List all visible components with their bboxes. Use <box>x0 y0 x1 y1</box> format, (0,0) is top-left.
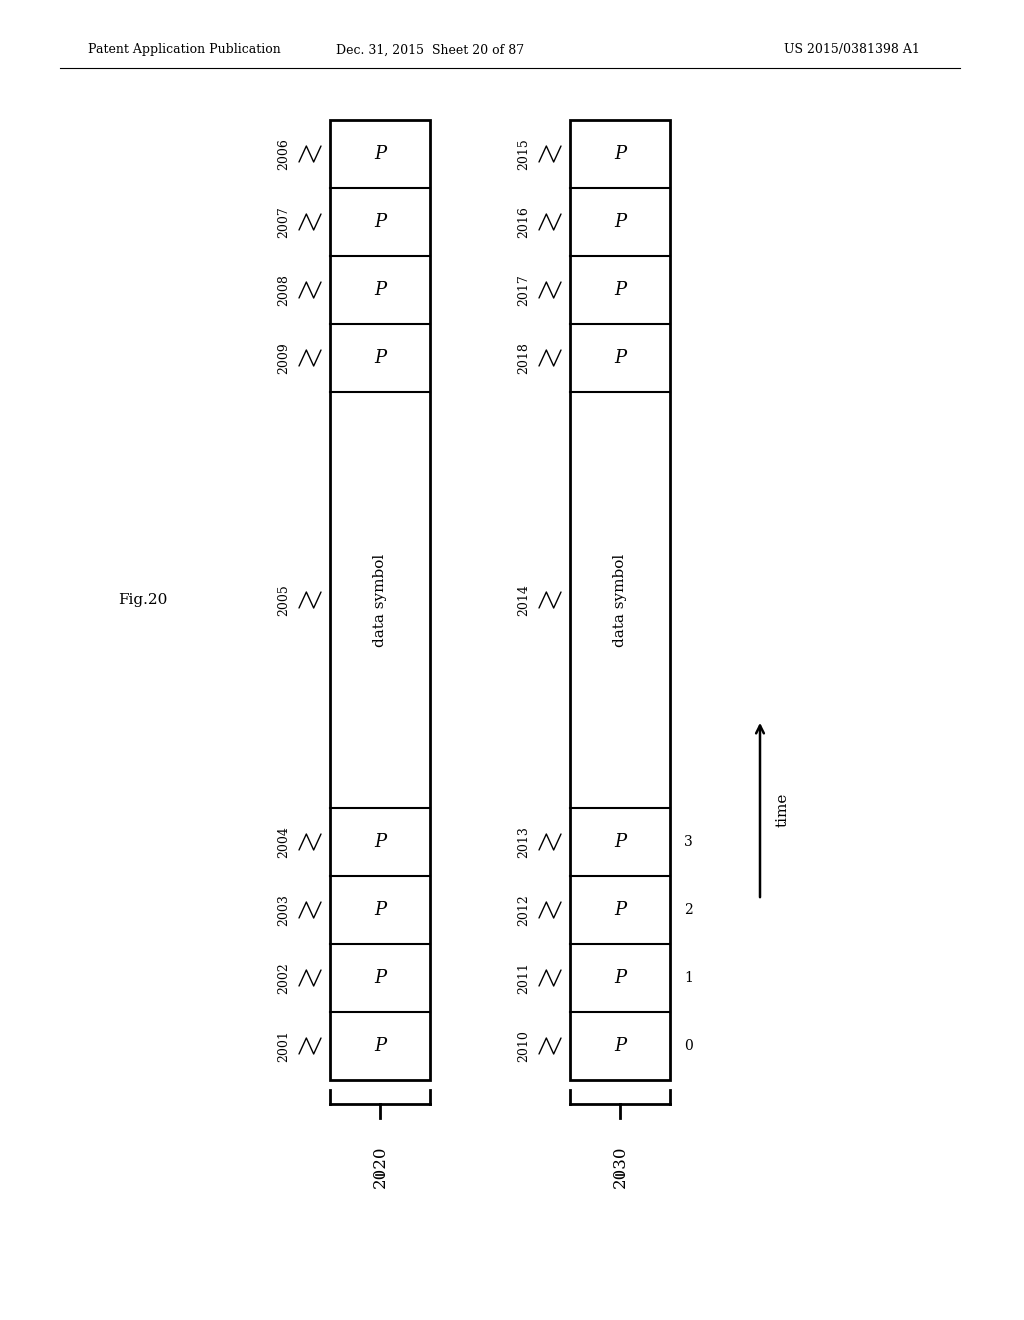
Text: P: P <box>614 213 626 231</box>
Text: P: P <box>614 902 626 919</box>
Text: Dec. 31, 2015  Sheet 20 of 87: Dec. 31, 2015 Sheet 20 of 87 <box>336 44 524 57</box>
Text: P: P <box>374 969 386 987</box>
Text: P: P <box>614 145 626 162</box>
Text: P: P <box>374 145 386 162</box>
Text: 2016: 2016 <box>517 206 530 238</box>
Text: 2011: 2011 <box>517 962 530 994</box>
Text: P: P <box>374 833 386 851</box>
Text: 0: 0 <box>684 1039 693 1053</box>
Text: Patent Application Publication: Patent Application Publication <box>88 44 281 57</box>
Text: Fig.20: Fig.20 <box>118 593 167 607</box>
FancyBboxPatch shape <box>330 120 430 1080</box>
Text: 3: 3 <box>684 836 693 849</box>
Text: P: P <box>614 1038 626 1055</box>
Text: 2: 2 <box>684 903 693 917</box>
Text: 2030: 2030 <box>611 1144 629 1188</box>
Text: 2010: 2010 <box>517 1030 530 1061</box>
Text: 2012: 2012 <box>517 894 530 925</box>
Text: 2005: 2005 <box>278 585 291 616</box>
Text: P: P <box>614 281 626 300</box>
Text: P: P <box>374 902 386 919</box>
Text: 2020: 2020 <box>372 1144 388 1188</box>
Text: P: P <box>374 1038 386 1055</box>
Text: data symbol: data symbol <box>613 553 627 647</box>
Text: 2003: 2003 <box>278 894 291 925</box>
Text: P: P <box>614 833 626 851</box>
Text: 2009: 2009 <box>278 342 291 374</box>
Text: P: P <box>374 281 386 300</box>
Text: 2018: 2018 <box>517 342 530 374</box>
FancyBboxPatch shape <box>570 120 670 1080</box>
Text: 2007: 2007 <box>278 206 291 238</box>
Text: 2001: 2001 <box>278 1030 291 1061</box>
Text: P: P <box>374 213 386 231</box>
Text: 2004: 2004 <box>278 826 291 858</box>
Text: 2013: 2013 <box>517 826 530 858</box>
Text: P: P <box>614 969 626 987</box>
Text: 2017: 2017 <box>517 275 530 306</box>
Text: 2008: 2008 <box>278 275 291 306</box>
Text: US 2015/0381398 A1: US 2015/0381398 A1 <box>784 44 920 57</box>
Text: 2014: 2014 <box>517 583 530 616</box>
Text: P: P <box>614 348 626 367</box>
Text: 2015: 2015 <box>517 139 530 170</box>
Text: data symbol: data symbol <box>373 553 387 647</box>
Text: 2006: 2006 <box>278 139 291 170</box>
Text: 2002: 2002 <box>278 962 291 994</box>
Text: P: P <box>374 348 386 367</box>
Text: time: time <box>776 793 790 828</box>
Text: 1: 1 <box>684 972 693 985</box>
